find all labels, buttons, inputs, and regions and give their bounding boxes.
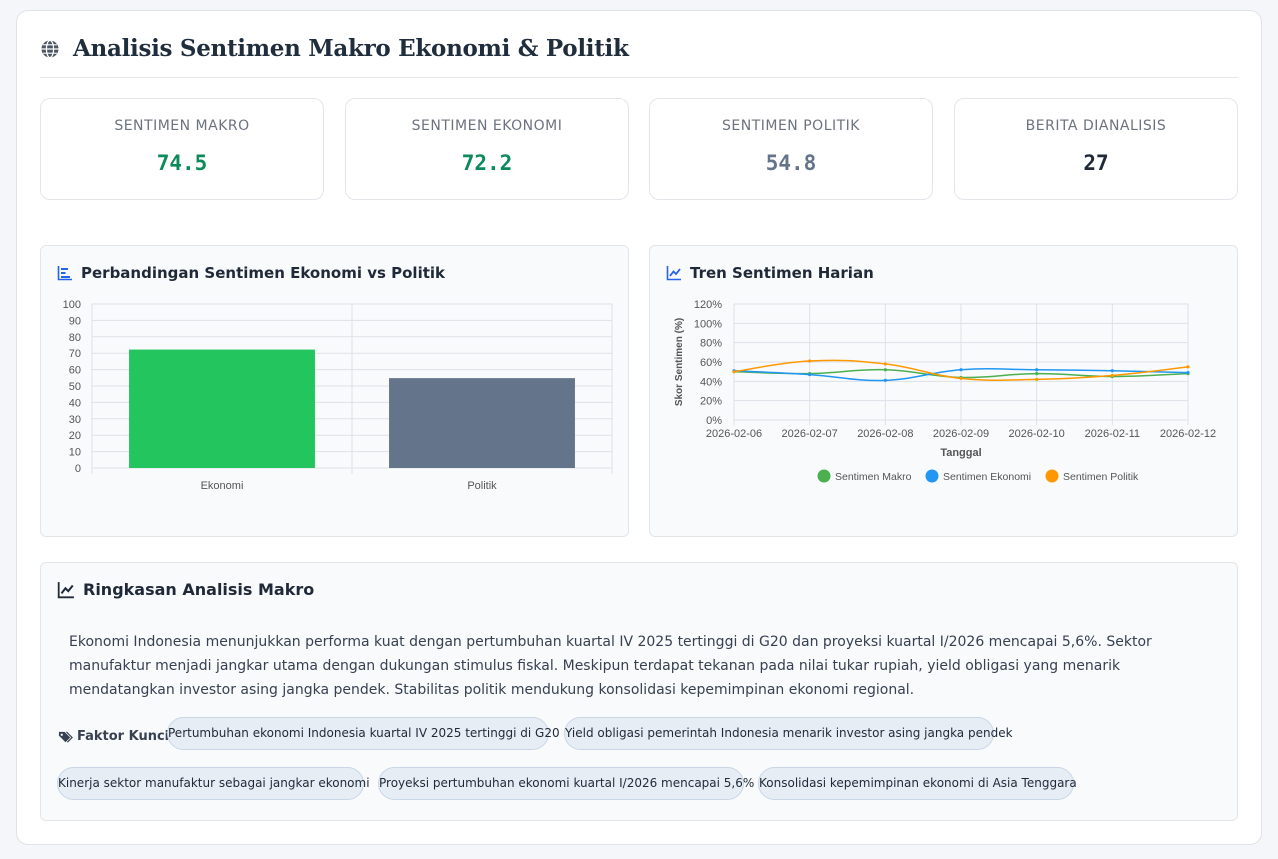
- data-point: [808, 372, 812, 377]
- data-point: [732, 370, 736, 374]
- y-tick-label: 40%: [700, 376, 722, 388]
- data-point: [808, 359, 812, 363]
- factor-chip[interactable]: Kinerja sektor manufaktur sebagai jangka…: [57, 767, 370, 800]
- y-axis-label: Skor Sentimen (%): [674, 318, 685, 406]
- y-tick-label: 60: [69, 365, 81, 377]
- bar-chart: 0 10 20 30 40 50 60 70 80 90 100 Ekonomi Politik: [63, 299, 613, 492]
- stat-value: 74.5: [156, 151, 208, 175]
- stat-label: SENTIMEN MAKRO: [114, 118, 250, 134]
- legend-marker: [925, 469, 939, 483]
- page-title: Analisis Sentimen Makro Ekonomi & Politi…: [73, 35, 629, 62]
- x-axis-label: Tanggal: [940, 447, 981, 459]
- x-tick-label: 2026-02-08: [857, 428, 913, 440]
- y-tick-label: 100%: [694, 318, 722, 330]
- factor-chip[interactable]: Pertumbuhan ekonomi Indonesia kuartal IV…: [167, 717, 560, 750]
- y-tick-label: 90: [69, 315, 81, 327]
- data-point: [883, 378, 887, 382]
- data-point: [959, 368, 963, 372]
- y-tick-label: 60%: [700, 357, 722, 369]
- x-tick-label: 2026-02-11: [1085, 428, 1140, 440]
- y-tick-label: 80: [69, 332, 81, 344]
- x-tick-label: 2026-02-09: [933, 428, 989, 440]
- y-tick-label: 20: [69, 430, 81, 442]
- x-tick-label: 2026-02-12: [1160, 428, 1216, 440]
- legend-marker: [1045, 469, 1059, 483]
- y-tick-label: 20%: [700, 396, 722, 408]
- summary-text: Ekonomi Indonesia menunjukkan performa k…: [69, 634, 1152, 698]
- bar-chart-card: Perbandingan Sentimen Ekonomi vs Politik…: [40, 245, 629, 537]
- data-point: [959, 376, 963, 381]
- data-point: [883, 362, 887, 366]
- legend-marker: [817, 469, 831, 483]
- y-tick-label: 70: [69, 348, 81, 360]
- page-header: Analisis Sentimen Makro Ekonomi & Politi…: [40, 34, 1238, 78]
- globe-icon: [41, 39, 59, 59]
- y-tick-label: 40: [69, 397, 81, 409]
- y-tick-label: 80%: [700, 338, 722, 350]
- data-point: [1186, 371, 1190, 375]
- stat-card-makro: SENTIMEN MAKRO 74.5: [40, 98, 324, 200]
- line-chart-card: Tren Sentimen Harian 0% 20% 40% 60% 80% 100% 1…: [649, 245, 1238, 537]
- x-tick-label: 2026-02-10: [1009, 428, 1065, 440]
- y-tick-label: 120%: [694, 299, 722, 311]
- stat-card-politik: SENTIMEN POLITIK 54.8: [649, 98, 933, 200]
- stat-card-berita: BERITA DIANALISIS 27: [954, 98, 1238, 200]
- data-point: [883, 368, 887, 372]
- stat-value: 72.2: [461, 151, 513, 175]
- data-point: [1035, 368, 1039, 372]
- factor-chip[interactable]: Yield obligasi pemerintah Indonesia mena…: [564, 717, 1013, 750]
- data-point: [1186, 365, 1190, 369]
- factor-chip[interactable]: Proyeksi pertumbuhan ekonomi kuartal I/2…: [378, 767, 754, 800]
- y-tick-label: 50: [69, 381, 81, 393]
- bar-chart-icon: [57, 266, 72, 281]
- y-tick-label: 0: [75, 463, 81, 475]
- data-point: [1110, 373, 1114, 378]
- y-tick-label: 100: [63, 299, 81, 311]
- stat-card-ekonomi: SENTIMEN EKONOMI 72.2: [345, 98, 629, 200]
- stat-value: 54.8: [765, 151, 817, 175]
- line-chart: 0% 20% 40% 60% 80% 100% 120% 2026-02-06 2026-02-…: [674, 299, 1216, 483]
- legend-label: Sentimen Makro: [835, 471, 912, 483]
- y-tick-label: 0%: [706, 415, 722, 427]
- trend-icon: [57, 582, 74, 599]
- data-point: [1035, 377, 1039, 381]
- legend-label: Sentimen Politik: [1063, 471, 1139, 483]
- y-tick-label: 30: [69, 414, 81, 426]
- stat-label: SENTIMEN POLITIK: [722, 118, 860, 134]
- tags-icon: [58, 731, 73, 743]
- x-tick-label: 2026-02-06: [706, 428, 762, 440]
- x-tick-label: Ekonomi: [201, 480, 244, 492]
- factor-chip[interactable]: Konsolidasi kepemimpinan ekonomi di Asia…: [758, 767, 1077, 800]
- data-point: [1035, 372, 1039, 376]
- line-chart-icon: [666, 266, 681, 281]
- y-tick-label: 10: [69, 447, 81, 459]
- bar: [129, 349, 315, 468]
- legend-label: Sentimen Ekonomi: [943, 471, 1031, 483]
- stat-label: SENTIMEN EKONOMI: [411, 118, 563, 134]
- bar: [389, 378, 575, 468]
- x-tick-label: 2026-02-07: [782, 428, 838, 440]
- stat-label: BERITA DIANALISIS: [1025, 118, 1167, 134]
- x-tick-label: Politik: [467, 480, 497, 492]
- stat-value: 27: [1083, 151, 1109, 175]
- data-point: [1110, 369, 1114, 373]
